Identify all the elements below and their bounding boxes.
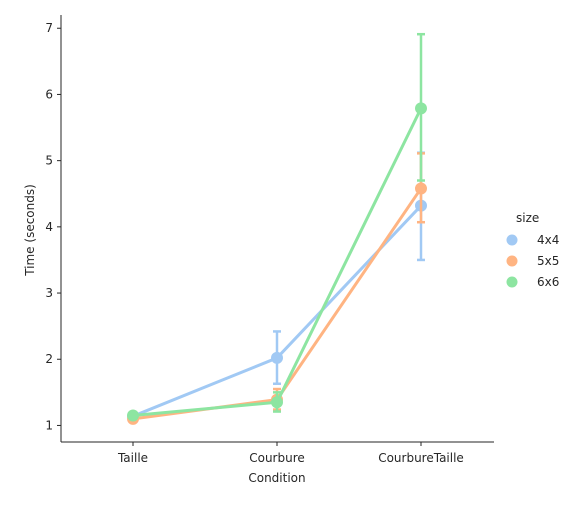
- legend-marker: [506, 276, 518, 288]
- x-tick-label: Taille: [117, 451, 148, 465]
- y-tick-label: 3: [45, 286, 53, 300]
- x-tick-label: CourbureTaille: [378, 451, 464, 465]
- series-6x6: [127, 32, 427, 422]
- axes: 1 2 3 4 5 6 7 Taille Courbure CourbureTaille: [45, 15, 494, 465]
- series-4x4: [127, 151, 427, 423]
- y-axis-label: Time (seconds): [23, 184, 37, 277]
- legend-title: size: [516, 211, 539, 225]
- y-tick-label: 2: [45, 352, 53, 366]
- legend-label: 6x6: [537, 275, 559, 289]
- legend-label: 5x5: [537, 254, 559, 268]
- x-tick-label: Courbure: [249, 451, 305, 465]
- x-axis-label: Condition: [248, 471, 305, 485]
- y-tick-label: 1: [45, 418, 53, 432]
- legend-label: 4x4: [537, 233, 559, 247]
- series-layer: [127, 32, 427, 425]
- data-point: [415, 102, 427, 115]
- data-point: [127, 409, 139, 422]
- legend: size 4x4 5x5 6x6: [506, 211, 559, 289]
- y-tick-label: 7: [45, 21, 53, 35]
- data-point: [271, 351, 283, 364]
- legend-marker: [506, 255, 518, 267]
- data-point: [415, 182, 427, 195]
- y-tick-label: 5: [45, 154, 53, 168]
- y-tick-label: 4: [45, 220, 53, 234]
- y-tick-label: 6: [45, 87, 53, 101]
- legend-marker: [506, 234, 518, 246]
- data-point: [271, 396, 283, 409]
